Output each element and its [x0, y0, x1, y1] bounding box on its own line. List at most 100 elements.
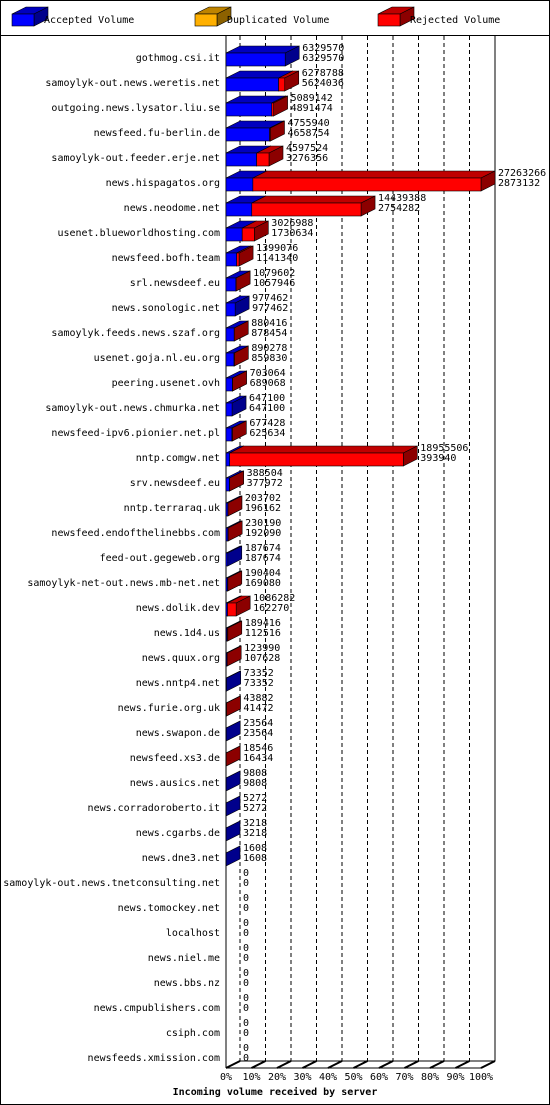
y-tick-label: newsfeed-ipv6.pionier.net.pl [51, 428, 220, 439]
bar [227, 595, 251, 617]
value-label: 689068 [250, 378, 286, 389]
y-tick-label: localhost [166, 928, 220, 939]
bar [235, 270, 251, 292]
bar [271, 95, 288, 117]
y-tick-label: news.tomockey.net [118, 903, 220, 914]
value-label: 18546 [243, 743, 273, 754]
bar [225, 845, 241, 867]
value-label: 625634 [249, 428, 285, 439]
tick-mark [276, 1060, 292, 1069]
y-tick-label: usenet.goja.nl.eu.org [94, 353, 220, 364]
y-tick-label: news.cgarbs.de [136, 828, 220, 839]
value-label: 5272 [243, 793, 267, 804]
value-label: 23564 [243, 728, 273, 739]
x-tick-label: 100% [469, 1072, 493, 1083]
value-label: 16434 [243, 753, 273, 764]
y-tick-label: news.swapon.de [136, 728, 220, 739]
value-label: 0 [243, 1053, 249, 1064]
x-tick-label: 20% [268, 1072, 286, 1083]
tick-mark [455, 1060, 470, 1069]
bar [229, 445, 418, 467]
value-label: 647100 [249, 403, 285, 414]
value-label: 4597524 [286, 143, 328, 154]
value-label: 859830 [251, 353, 287, 364]
bar [225, 720, 241, 742]
x-tick-label: 30% [293, 1072, 311, 1083]
value-label: 977462 [252, 293, 288, 304]
bar [226, 695, 241, 717]
value-label: 3026988 [271, 218, 313, 229]
bar-front [225, 327, 235, 342]
y-tick-label: outgoing.news.lysator.liu.se [51, 103, 220, 114]
value-label: 6329570 [302, 53, 344, 64]
bar [227, 495, 243, 517]
bar [225, 545, 243, 567]
bar-front [225, 127, 270, 142]
value-label: 1141340 [256, 253, 298, 264]
value-label: 0 [243, 918, 249, 929]
value-label: 1399076 [256, 243, 298, 254]
bar-front [377, 13, 401, 27]
bar [225, 795, 241, 817]
y-tick-label: newsfeed.endofthelinebbs.com [51, 528, 220, 539]
bar-front [251, 202, 362, 217]
value-label: 977462 [252, 303, 288, 314]
y-tick-label: news.cmpublishers.com [94, 1003, 220, 1014]
value-label: 0 [243, 978, 249, 989]
value-label: 1079602 [253, 268, 295, 279]
bar [225, 770, 241, 792]
legend-label: Rejected Volume [410, 15, 500, 26]
bar-front [225, 552, 229, 567]
tick-mark [327, 1060, 343, 1069]
bar [225, 820, 241, 842]
value-label: 73352 [244, 678, 274, 689]
value-label: 0 [243, 878, 249, 889]
y-tick-label: samoylyk-out.news.weretis.net [45, 78, 220, 89]
legend-item: Accepted Volume [11, 6, 134, 27]
value-label: 0 [243, 993, 249, 1004]
value-label: 1608 [243, 843, 267, 854]
value-label: 9808 [243, 778, 267, 789]
x-tick-label: 0% [220, 1072, 232, 1083]
value-label: 107628 [244, 653, 280, 664]
y-tick-label: news.ausics.net [130, 778, 220, 789]
bar [236, 245, 254, 267]
y-tick-label: news.quux.org [142, 653, 220, 664]
y-tick-label: samoylyk-out.news.chmurka.net [45, 403, 220, 414]
value-label: 6278788 [302, 68, 344, 79]
y-tick-label: gothmog.csi.it [136, 53, 220, 64]
bar-front [225, 152, 257, 167]
bar-front [225, 352, 235, 367]
value-label: 3276356 [286, 153, 328, 164]
legend-item: Duplicated Volume [194, 6, 329, 27]
bar [227, 570, 243, 592]
bar [256, 145, 284, 167]
bar-front [225, 52, 286, 67]
bar-front [278, 77, 286, 92]
x-tick-label: 10% [242, 1072, 260, 1083]
value-label: 203702 [245, 493, 281, 504]
bar-top [229, 445, 418, 454]
bar [227, 520, 243, 542]
value-label: 187674 [245, 553, 281, 564]
bar-front [252, 177, 482, 192]
legend-item: Rejected Volume [377, 6, 500, 27]
tick-mark [404, 1060, 419, 1069]
bar [225, 745, 241, 767]
value-label: 0 [243, 968, 249, 979]
value-label: 1086282 [253, 593, 295, 604]
bar-front [225, 302, 236, 317]
bar-front [225, 177, 254, 192]
y-tick-label: news.neodome.net [124, 203, 220, 214]
legend-label: Duplicated Volume [227, 15, 329, 26]
bar-front [225, 227, 243, 242]
bar [225, 45, 300, 67]
bar-front [227, 602, 237, 617]
bar [229, 470, 244, 492]
value-label: 703064 [250, 368, 286, 379]
value-label: 890278 [251, 343, 287, 354]
value-label: 189416 [245, 618, 281, 629]
bar-front [236, 252, 240, 267]
x-tick-label: 90% [446, 1072, 464, 1083]
